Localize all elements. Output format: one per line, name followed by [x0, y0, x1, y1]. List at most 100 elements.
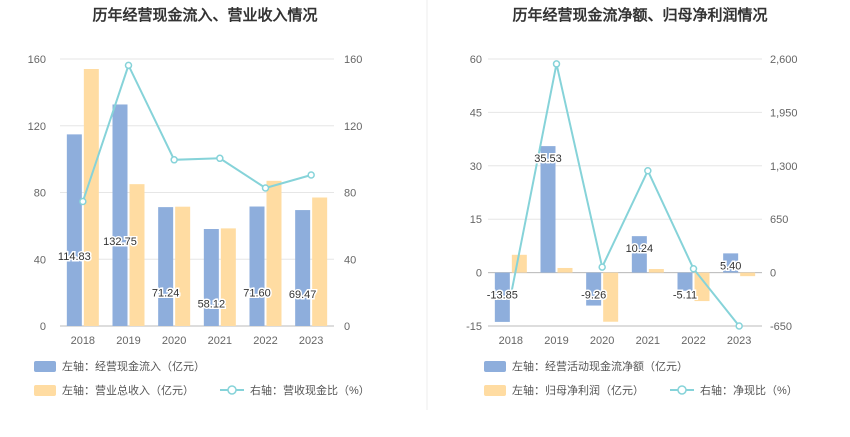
y-left-tick-label: -15	[466, 321, 482, 333]
x-tick-label: 2021	[636, 335, 660, 347]
bar-primary	[295, 210, 311, 326]
y-right-tick-label: 160	[344, 54, 362, 66]
line-point	[216, 154, 224, 163]
bar-primary	[586, 272, 602, 306]
bar-primary	[249, 206, 265, 326]
y-left-tick-label: 0	[476, 268, 482, 280]
bar-data-label: 5.40	[720, 260, 741, 272]
bar-secondary	[175, 206, 191, 326]
y-right-tick-label: 40	[344, 254, 356, 266]
legend-swatch-line-marker	[677, 385, 687, 395]
legend-label: 左轴：经营现金流入（亿元）	[62, 359, 205, 373]
ratio-line	[81, 62, 312, 202]
y-right-tick-label: -650	[770, 321, 792, 333]
bar-data-label: 58.12	[198, 299, 226, 311]
legend-label: 左轴：营业总收入（亿元）	[62, 383, 194, 397]
bar-data-label: -5.11	[673, 290, 697, 302]
line-point	[261, 184, 270, 192]
y-right-tick-label: 1,950	[770, 107, 798, 119]
legend-label: 左轴：经营活动现金流净额（亿元）	[512, 359, 688, 373]
y-left-tick-label: 30	[470, 161, 482, 173]
ratio-line	[509, 63, 740, 327]
line-point	[124, 61, 133, 70]
x-tick-label: 2023	[727, 335, 751, 347]
bar-data-label: 132.75	[103, 236, 137, 248]
y-right-tick-label: 120	[344, 121, 362, 133]
x-tick-label: 2020	[590, 335, 614, 347]
bar-data-label: 35.53	[534, 153, 562, 165]
line-point	[79, 197, 87, 206]
bar-data-label: 71.60	[243, 287, 271, 299]
bar-primary	[723, 253, 739, 273]
legend-swatch-secondary	[484, 385, 506, 396]
line-point	[644, 166, 652, 175]
line-point	[598, 263, 606, 271]
y-right-tick-label: 0	[770, 268, 776, 280]
bar-primary	[112, 104, 128, 326]
x-tick-label: 2021	[208, 335, 232, 347]
legend-label: 左轴：归母净利润（亿元）	[512, 383, 644, 397]
x-tick-label: 2023	[299, 335, 323, 347]
x-tick-label: 2019	[544, 335, 568, 347]
bar-data-label: 114.83	[58, 251, 91, 263]
y-left-tick-label: 160	[28, 54, 46, 66]
y-left-tick-label: 15	[470, 214, 482, 226]
y-left-tick-label: 60	[470, 54, 482, 66]
bar-primary	[158, 207, 174, 326]
bar-data-label: -9.26	[581, 290, 606, 302]
x-tick-label: 2020	[162, 335, 186, 347]
bar-secondary	[266, 180, 282, 326]
legend-swatch-line-marker	[227, 385, 237, 395]
bar-secondary	[557, 267, 573, 273]
bar-secondary	[220, 228, 236, 326]
bar-secondary	[694, 272, 710, 302]
legend-swatch-secondary	[34, 385, 56, 396]
y-left-tick-label: 45	[470, 107, 482, 119]
bar-primary	[540, 146, 556, 273]
x-tick-label: 2022	[253, 335, 277, 347]
legend-label: 右轴：营收现金比（%）	[250, 383, 370, 397]
line-point	[170, 156, 178, 164]
bar-secondary	[312, 197, 328, 326]
chart-title: 历年经营现金流净额、归母净利润情况	[512, 6, 767, 24]
chart-title: 历年经营现金流入、营业收入情况	[92, 6, 317, 24]
y-right-tick-label: 0	[344, 321, 350, 333]
line-point	[552, 60, 561, 68]
y-left-tick-label: 120	[28, 121, 46, 133]
y-right-tick-label: 1,300	[770, 161, 798, 173]
y-right-tick-label: 2,600	[770, 54, 798, 66]
bar-primary	[66, 134, 82, 326]
x-tick-label: 2018	[71, 335, 95, 347]
bar-data-label: 71.24	[152, 288, 180, 300]
bar-data-label: 10.24	[626, 243, 654, 255]
bar-primary	[631, 236, 647, 273]
y-left-tick-label: 40	[34, 254, 46, 266]
legend-swatch-primary	[484, 361, 506, 372]
line-point	[307, 171, 315, 179]
y-left-tick-label: 80	[34, 188, 46, 200]
bar-secondary	[648, 269, 664, 273]
bar-data-label: 69.47	[289, 289, 317, 301]
x-tick-label: 2022	[681, 335, 705, 347]
bar-secondary	[603, 272, 619, 322]
bar-data-label: -13.85	[487, 290, 518, 302]
y-right-tick-label: 80	[344, 188, 356, 200]
bar-secondary	[511, 254, 527, 273]
bar-secondary	[129, 184, 145, 326]
y-left-tick-label: 0	[40, 321, 46, 333]
x-tick-label: 2018	[499, 335, 523, 347]
bar-secondary	[740, 272, 756, 277]
y-right-tick-label: 650	[770, 214, 788, 226]
x-tick-label: 2019	[116, 335, 140, 347]
legend-swatch-primary	[34, 361, 56, 372]
line-point	[507, 291, 515, 300]
line-point	[689, 264, 698, 273]
line-point	[735, 322, 743, 330]
bar-primary	[494, 272, 510, 322]
bar-secondary	[83, 69, 99, 326]
bar-primary	[677, 272, 693, 291]
bar-primary	[203, 229, 219, 326]
legend-label: 右轴：净现比（%）	[700, 383, 798, 397]
